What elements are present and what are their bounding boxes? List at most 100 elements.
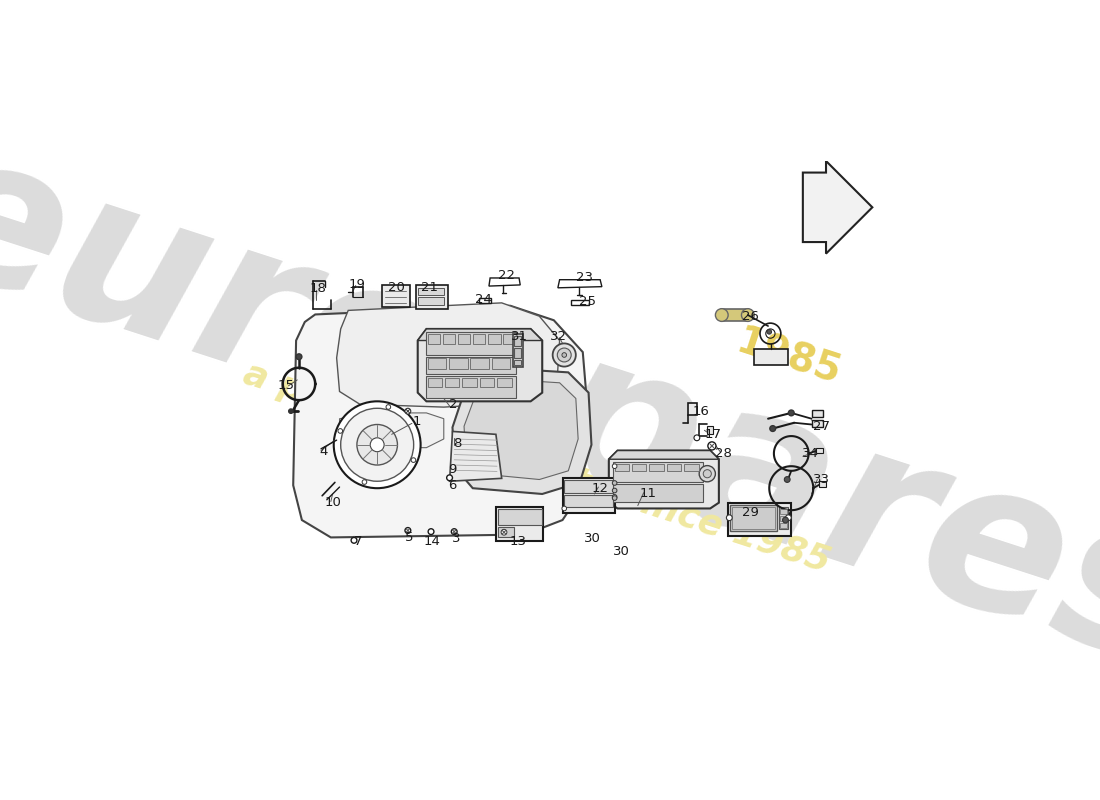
Bar xyxy=(613,462,703,482)
Text: 27: 27 xyxy=(814,420,830,433)
Bar xyxy=(487,334,500,344)
Circle shape xyxy=(288,409,294,414)
Bar xyxy=(458,334,471,344)
Circle shape xyxy=(613,464,617,469)
Bar xyxy=(462,378,476,387)
Polygon shape xyxy=(464,378,579,479)
Text: 34: 34 xyxy=(802,447,818,460)
Bar xyxy=(416,286,448,309)
Bar xyxy=(564,480,613,493)
Bar xyxy=(564,494,613,507)
Text: 31: 31 xyxy=(512,330,528,343)
Polygon shape xyxy=(608,450,719,459)
Circle shape xyxy=(405,408,410,414)
Circle shape xyxy=(782,517,789,523)
Text: 1: 1 xyxy=(412,415,421,428)
Bar xyxy=(418,288,444,295)
Text: 30: 30 xyxy=(613,546,630,558)
Bar xyxy=(428,378,442,387)
Circle shape xyxy=(708,442,716,450)
Polygon shape xyxy=(340,413,443,448)
Circle shape xyxy=(715,309,728,322)
Text: 2: 2 xyxy=(450,398,458,410)
Text: 21: 21 xyxy=(421,281,438,294)
Polygon shape xyxy=(608,450,719,509)
Bar xyxy=(442,334,455,344)
Bar xyxy=(562,478,615,513)
Bar xyxy=(427,357,516,374)
Bar xyxy=(707,426,713,434)
Bar xyxy=(428,334,440,344)
Text: 1985: 1985 xyxy=(732,323,846,393)
Text: 10: 10 xyxy=(324,496,341,509)
Bar xyxy=(418,297,444,305)
Circle shape xyxy=(613,481,617,486)
Bar xyxy=(515,336,521,346)
Text: 6: 6 xyxy=(448,479,456,492)
Text: 5: 5 xyxy=(405,531,414,544)
Bar xyxy=(779,507,788,530)
Circle shape xyxy=(613,496,617,500)
Text: 19: 19 xyxy=(349,278,365,291)
Text: 9: 9 xyxy=(449,462,456,475)
Text: 16: 16 xyxy=(693,405,710,418)
Bar xyxy=(496,507,543,541)
Circle shape xyxy=(451,529,458,534)
Bar xyxy=(497,527,514,538)
Circle shape xyxy=(405,527,410,534)
Bar xyxy=(427,332,516,355)
Text: 28: 28 xyxy=(715,447,732,460)
Polygon shape xyxy=(490,278,520,286)
Bar xyxy=(649,464,664,471)
Bar xyxy=(820,482,826,487)
Polygon shape xyxy=(418,329,542,341)
Bar xyxy=(722,309,748,322)
Text: 22: 22 xyxy=(498,269,515,282)
Bar xyxy=(503,334,516,344)
Bar xyxy=(780,516,786,522)
Circle shape xyxy=(741,309,755,322)
Text: 29: 29 xyxy=(742,506,759,519)
Bar xyxy=(480,378,494,387)
Text: 15: 15 xyxy=(278,379,295,392)
Circle shape xyxy=(428,529,433,534)
Circle shape xyxy=(356,425,397,465)
Bar xyxy=(733,506,775,529)
Text: 23: 23 xyxy=(576,271,593,285)
Bar xyxy=(497,378,512,387)
Circle shape xyxy=(726,515,733,521)
Bar xyxy=(471,358,490,370)
Bar xyxy=(780,523,786,528)
Text: 18: 18 xyxy=(309,282,326,295)
Circle shape xyxy=(338,429,342,434)
Polygon shape xyxy=(803,161,872,254)
Circle shape xyxy=(386,405,390,410)
Circle shape xyxy=(558,348,571,362)
Polygon shape xyxy=(452,366,592,494)
Bar xyxy=(515,360,521,365)
Text: 8: 8 xyxy=(453,437,461,450)
Circle shape xyxy=(296,354,301,360)
Text: 3: 3 xyxy=(452,531,461,545)
Text: 7: 7 xyxy=(354,535,362,548)
Circle shape xyxy=(770,426,776,431)
Circle shape xyxy=(447,475,452,481)
Circle shape xyxy=(333,402,420,488)
Text: 26: 26 xyxy=(742,310,759,322)
Text: 32: 32 xyxy=(550,330,566,343)
Bar xyxy=(615,464,629,471)
Circle shape xyxy=(341,408,414,482)
Bar xyxy=(497,509,541,526)
Circle shape xyxy=(411,458,416,462)
Polygon shape xyxy=(450,431,502,482)
Bar xyxy=(514,334,522,367)
Bar xyxy=(492,358,510,370)
Circle shape xyxy=(789,410,794,416)
Circle shape xyxy=(562,353,566,358)
Bar xyxy=(727,502,791,536)
Text: a passion for parts since 1985: a passion for parts since 1985 xyxy=(239,357,834,579)
Circle shape xyxy=(767,330,771,334)
Circle shape xyxy=(784,477,790,482)
Text: 4: 4 xyxy=(319,446,328,458)
Bar xyxy=(816,448,823,454)
